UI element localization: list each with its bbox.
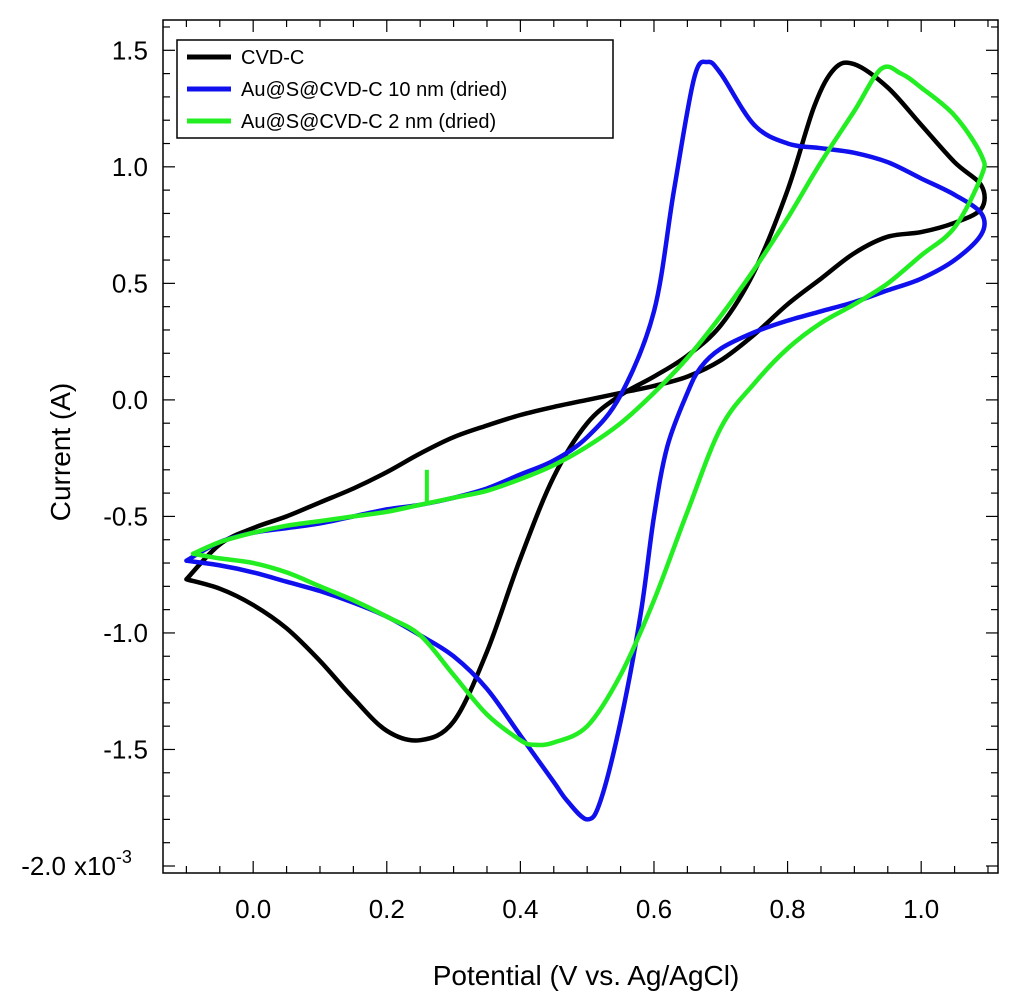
- x-tick-label: 0.8: [770, 894, 806, 924]
- y-tick-label: -1.0: [103, 618, 148, 648]
- y-tick-label: -1.5: [103, 734, 148, 764]
- legend-label-cvd-c: CVD-C: [241, 47, 304, 69]
- x-axis-title: Potential (V vs. Ag/AgCl): [433, 960, 740, 991]
- legend-label-au-2nm: Au@S@CVD-C 2 nm (dried): [241, 111, 496, 133]
- series-line-au-10nm: [184, 59, 987, 822]
- legend: CVD-C Au@S@CVD-C 10 nm (dried) Au@S@CVD-…: [176, 39, 614, 139]
- series-line-au-2nm: [190, 64, 987, 748]
- y-tick-label: -0.5: [103, 501, 148, 531]
- legend-label-au-10nm: Au@S@CVD-C 10 nm (dried): [241, 79, 507, 101]
- y-tick-label: 1.0: [112, 152, 148, 182]
- plot-frame: [162, 19, 999, 874]
- y-axis-exponent: x10-3: [74, 847, 132, 881]
- y-axis-title: Current (A): [45, 383, 76, 521]
- series-line-cvd-c: [184, 60, 987, 743]
- x-tick-label: 0.0: [235, 894, 271, 924]
- y-tick-label: 1.5: [112, 35, 148, 65]
- y-tick-label: 0.0: [112, 385, 148, 415]
- x-tick-label: 0.4: [502, 894, 538, 924]
- y-tick-label: -2.0: [21, 851, 66, 881]
- x-tick-label: 0.2: [369, 894, 405, 924]
- legend-box: [176, 39, 614, 139]
- y-tick-label: 0.5: [112, 268, 148, 298]
- x-tick-label: 0.6: [636, 894, 672, 924]
- x-tick-label: 1.0: [903, 894, 939, 924]
